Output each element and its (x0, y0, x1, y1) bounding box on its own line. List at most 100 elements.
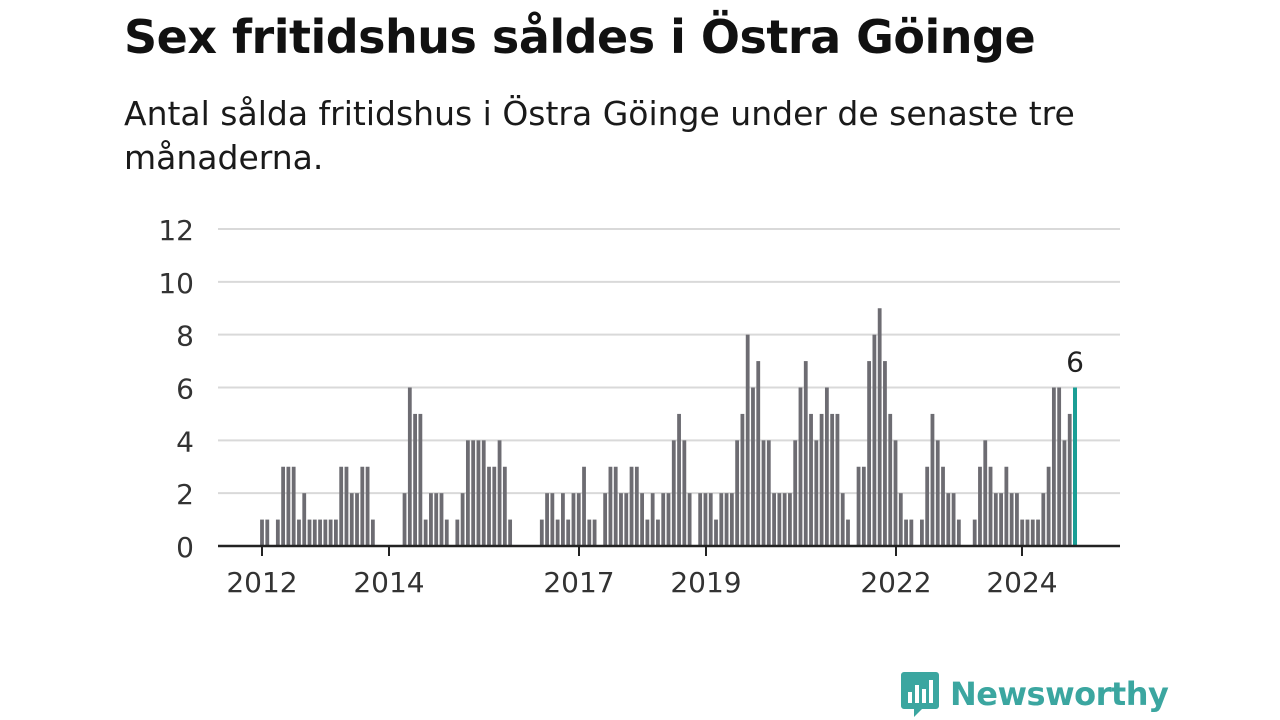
y-tick-label: 12 (158, 214, 194, 247)
bar (370, 519, 375, 546)
bar (328, 519, 333, 546)
newsworthy-logo-text: Newsworthy (950, 675, 1169, 713)
bar (888, 413, 893, 546)
bar (840, 493, 845, 546)
bar (777, 493, 782, 546)
bar (1009, 493, 1014, 546)
bar (465, 440, 470, 546)
bar (576, 493, 581, 546)
bar (724, 493, 729, 546)
bar (1041, 493, 1046, 546)
bar (275, 519, 280, 546)
bar (265, 519, 270, 546)
bar (487, 466, 491, 546)
y-tick-label: 6 (176, 373, 194, 406)
bar (761, 440, 766, 546)
bar (349, 493, 354, 546)
bar (766, 440, 771, 546)
bar (677, 413, 681, 546)
bar (719, 493, 724, 546)
bar (1051, 387, 1056, 546)
y-axis-ticks: 0 2 4 6 8 10 12 (158, 214, 194, 564)
bar (803, 361, 808, 546)
bar (703, 493, 708, 546)
bar (323, 519, 328, 546)
y-tick-label: 8 (176, 320, 194, 353)
bar (867, 361, 872, 546)
y-tick-label: 10 (158, 267, 194, 300)
bar (1046, 466, 1051, 546)
bar (619, 493, 623, 546)
y-tick-label: 4 (176, 425, 194, 458)
bar (312, 519, 317, 546)
bar (666, 493, 671, 546)
bar (497, 440, 502, 546)
bar (365, 466, 370, 546)
bar (835, 413, 840, 546)
bar (1030, 519, 1035, 546)
bar (423, 519, 428, 546)
bar (782, 493, 787, 546)
bar (793, 440, 798, 546)
bar (582, 466, 586, 546)
bar (587, 519, 592, 546)
x-tick-label: 2022 (860, 566, 931, 599)
x-axis: 2012 2014 2017 2019 2022 2024 (218, 544, 1120, 599)
bar (877, 308, 882, 546)
bar (687, 493, 692, 546)
bar (1062, 440, 1067, 546)
bar (502, 466, 507, 546)
bar (751, 387, 755, 546)
bar (418, 413, 423, 546)
newsworthy-logo-icon (901, 672, 939, 717)
bar (566, 519, 571, 546)
bar (471, 440, 476, 546)
bar (307, 519, 312, 546)
bar (476, 440, 481, 546)
bar (920, 519, 924, 546)
bar (592, 519, 597, 546)
bar (650, 493, 655, 546)
x-tick-label: 2014 (353, 566, 424, 599)
annotations: 6 (1066, 346, 1084, 379)
bar (729, 493, 734, 546)
bar (809, 413, 813, 546)
bar (1015, 493, 1019, 546)
bar (846, 519, 850, 546)
bar (1025, 519, 1030, 546)
bar (946, 493, 951, 546)
bar (629, 466, 634, 546)
x-tick-label: 2024 (986, 566, 1057, 599)
bar (661, 493, 666, 546)
bar (978, 466, 982, 546)
bar (756, 361, 761, 546)
bar (671, 440, 676, 546)
x-tick-label: 2019 (670, 566, 741, 599)
bar (935, 440, 940, 546)
bar (286, 466, 291, 546)
y-tick-label: 0 (176, 531, 194, 564)
bar (407, 387, 412, 546)
newsworthy-logo: Newsworthy (900, 670, 1169, 718)
bar (334, 519, 338, 546)
bar (714, 519, 718, 546)
bar (798, 387, 803, 546)
bar (819, 413, 824, 546)
bar (455, 519, 460, 546)
bar (492, 466, 497, 546)
bar (904, 519, 908, 546)
bar-latest (1073, 387, 1077, 546)
bar (344, 466, 349, 546)
bar (413, 413, 417, 546)
bar (624, 493, 629, 546)
bar (956, 519, 961, 546)
bar (856, 466, 861, 546)
bar (439, 493, 444, 546)
bar (830, 413, 835, 546)
bar (993, 493, 998, 546)
bar (951, 493, 956, 546)
bar (735, 440, 740, 546)
bar (898, 493, 903, 546)
bar (613, 466, 618, 546)
bar (988, 466, 993, 546)
